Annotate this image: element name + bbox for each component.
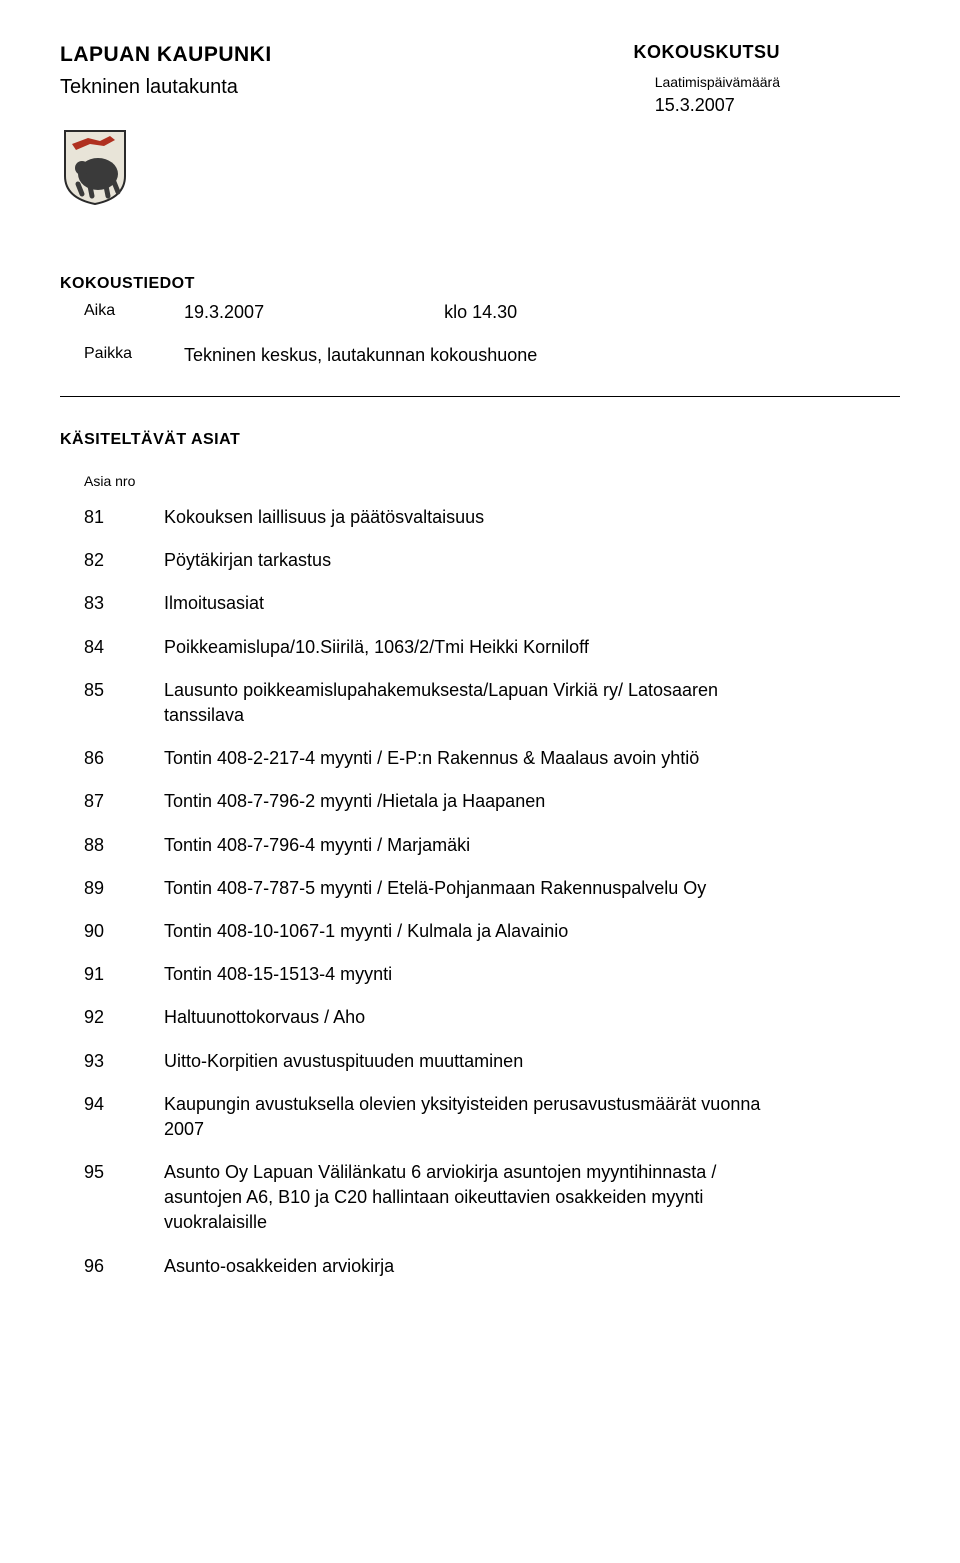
agenda-item-text: Uitto-Korpitien avustuspituuden muuttami… [164,1049,523,1074]
agenda-col-header: Asia nro [84,472,900,492]
agenda-item: 90Tontin 408-10-1067-1 myynti / Kulmala … [84,919,900,944]
agenda-item-number: 93 [84,1049,164,1074]
agenda-item-text: Tontin 408-7-796-2 myynti /Hietala ja Ha… [164,789,545,814]
divider [60,396,900,397]
agenda-item: 96Asunto-osakkeiden arviokirja [84,1254,900,1279]
agenda-item-text: Haltuunottokorvaus / Aho [164,1005,365,1030]
agenda-item-text: Tontin 408-15-1513-4 myynti [164,962,392,987]
agenda-item-text: Poikkeamislupa/10.Siirilä, 1063/2/Tmi He… [164,635,589,660]
time-date: 19.3.2007 [184,300,264,325]
agenda-item: 81Kokouksen laillisuus ja päätösvaltaisu… [84,505,900,530]
agenda-item-number: 83 [84,591,164,616]
agenda-item-text: Kokouksen laillisuus ja päätösvaltaisuus [164,505,484,530]
agenda-item: 88Tontin 408-7-796-4 myynti / Marjamäki [84,833,900,858]
date-block: Laatimispäivämäärä 15.3.2007 [655,73,780,118]
agenda-item: 82Pöytäkirjan tarkastus [84,548,900,573]
agenda-item-text: Tontin 408-7-787-5 myynti / Etelä-Pohjan… [164,876,706,901]
date-value: 15.3.2007 [655,93,780,118]
agenda-item-text: Lausunto poikkeamislupahakemuksesta/Lapu… [164,678,784,728]
agenda-item-number: 90 [84,919,164,944]
agenda-item-text: Asunto-osakkeiden arviokirja [164,1254,394,1279]
meeting-info: KOKOUSTIEDOT Aika 19.3.2007 klo 14.30 Pa… [60,273,900,368]
time-clock: klo 14.30 [444,300,517,325]
time-value: 19.3.2007 klo 14.30 [184,300,517,325]
time-row: Aika 19.3.2007 klo 14.30 [84,300,900,325]
board-name: Tekninen lautakunta [60,73,238,101]
agenda-item-text: Pöytäkirjan tarkastus [164,548,331,573]
crest-block [60,126,900,213]
agenda-item-number: 86 [84,746,164,771]
agenda-item-text: Kaupungin avustuksella olevien yksityist… [164,1092,784,1142]
agenda-list: 81Kokouksen laillisuus ja päätösvaltaisu… [84,505,900,1279]
agenda-item-text: Tontin 408-10-1067-1 myynti / Kulmala ja… [164,919,568,944]
agenda-item-number: 91 [84,962,164,987]
agenda-item-number: 82 [84,548,164,573]
agenda-item-number: 87 [84,789,164,814]
agenda-item-text: Asunto Oy Lapuan Välilänkatu 6 arviokirj… [164,1160,784,1236]
city-crest-icon [60,126,130,206]
agenda-item: 94Kaupungin avustuksella olevien yksityi… [84,1092,900,1142]
agenda-item: 93Uitto-Korpitien avustuspituuden muutta… [84,1049,900,1074]
doc-type: KOKOUSKUTSU [633,40,780,65]
agenda-item: 91Tontin 408-15-1513-4 myynti [84,962,900,987]
header-row-2: Tekninen lautakunta Laatimispäivämäärä 1… [60,73,900,118]
agenda-item: 92Haltuunottokorvaus / Aho [84,1005,900,1030]
agenda-item-number: 88 [84,833,164,858]
place-key: Paikka [84,343,184,368]
agenda-item: 84Poikkeamislupa/10.Siirilä, 1063/2/Tmi … [84,635,900,660]
agenda-item-text: Tontin 408-7-796-4 myynti / Marjamäki [164,833,470,858]
agenda-item: 95Asunto Oy Lapuan Välilänkatu 6 arvioki… [84,1160,900,1236]
agenda-item-number: 81 [84,505,164,530]
agenda-item-text: Ilmoitusasiat [164,591,264,616]
agenda-item-number: 95 [84,1160,164,1185]
agenda-item: 86Tontin 408-2-217-4 myynti / E-P:n Rake… [84,746,900,771]
agenda-title: KÄSITELTÄVÄT ASIAT [60,429,900,451]
date-label: Laatimispäivämäärä [655,73,780,93]
meeting-info-label: KOKOUSTIEDOT [60,273,900,295]
header-row-1: LAPUAN KAUPUNKI KOKOUSKUTSU [60,40,900,69]
place-row: Paikka Tekninen keskus, lautakunnan koko… [84,343,900,368]
agenda-item-number: 92 [84,1005,164,1030]
agenda-item: 89Tontin 408-7-787-5 myynti / Etelä-Pohj… [84,876,900,901]
agenda-item: 87Tontin 408-7-796-2 myynti /Hietala ja … [84,789,900,814]
agenda-item-number: 84 [84,635,164,660]
agenda-item-number: 85 [84,678,164,703]
place-value: Tekninen keskus, lautakunnan kokoushuone [184,343,537,368]
agenda-item-number: 96 [84,1254,164,1279]
agenda-item: 83Ilmoitusasiat [84,591,900,616]
time-key: Aika [84,300,184,325]
agenda-item-text: Tontin 408-2-217-4 myynti / E-P:n Rakenn… [164,746,699,771]
agenda-item-number: 89 [84,876,164,901]
agenda-item-number: 94 [84,1092,164,1117]
org-name: LAPUAN KAUPUNKI [60,40,272,69]
agenda-item: 85Lausunto poikkeamislupahakemuksesta/La… [84,678,900,728]
